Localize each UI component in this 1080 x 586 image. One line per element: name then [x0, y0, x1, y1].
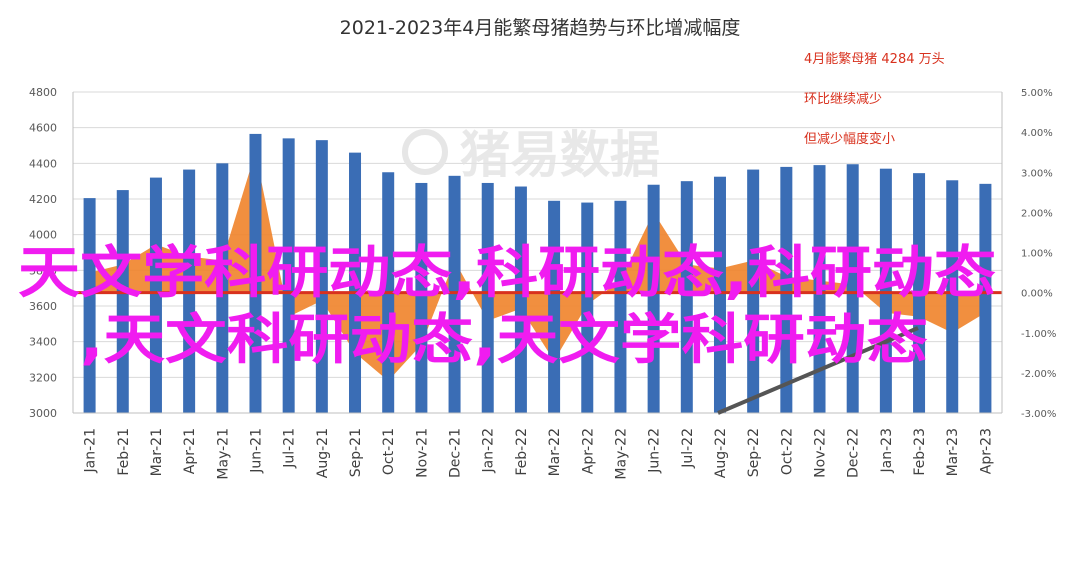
y-left-tick-label: 4600 [29, 122, 57, 135]
overlay-text: 天文学科研动态,科研动态,科研动态 ,天文科研动态,天文学科研动态 [18, 241, 996, 371]
x-tick-label: Dec-21 [448, 428, 464, 478]
x-tick-label: Jul-22 [680, 428, 696, 469]
y-left-tick-label: 4400 [29, 157, 57, 170]
overlay-line-2: ,天文科研动态,天文学科研动态 [80, 308, 928, 371]
y-right-tick-label: 2.00% [1021, 208, 1053, 219]
x-tick-label: Jan-22 [481, 428, 497, 473]
bar-feb-21 [116, 190, 129, 413]
annotation-line-3: 但减少幅度变小 [804, 131, 895, 147]
x-tick-label: Sep-22 [746, 428, 762, 477]
x-tick-label: Oct-21 [381, 428, 397, 475]
x-tick-label: Mar-23 [945, 428, 961, 476]
x-tick-label: Feb-23 [912, 428, 928, 476]
x-tick-label: Jun-22 [647, 428, 663, 474]
axes [72, 92, 1003, 414]
x-axis-ticks: Jan-21 Feb-21 Mar-21 Apr-21 May-21 Jun-21 Jul-… [83, 428, 995, 480]
x-tick-label: May-21 [215, 428, 231, 480]
bar-apr-22 [581, 202, 594, 413]
x-tick-label: Oct-22 [779, 428, 795, 475]
y-right-tick-label: -2.00% [1021, 369, 1056, 380]
bars [83, 133, 992, 414]
y-left-tick-label: 4800 [29, 86, 57, 99]
y-left-tick-label: 3000 [29, 407, 57, 420]
x-tick-label: Nov-21 [414, 428, 430, 478]
y-right-tick-label: -1.00% [1021, 329, 1056, 340]
bar-dec-22 [846, 164, 859, 413]
bar-dec-21 [448, 175, 461, 413]
overlay-line-1: 天文学科研动态,科研动态,科研动态 [18, 241, 996, 306]
y-axis-left-ticks: 3000 3200 3400 3600 3800 4000 4200 4400 4600 4800 [29, 86, 57, 420]
bar-may-22 [614, 200, 627, 413]
trend-arrow [717, 326, 919, 415]
x-tick-label: Mar-22 [547, 428, 563, 476]
chart-title: 2021-2023年4月能繁母猪趋势与环比增减幅度 [340, 17, 741, 39]
y-left-tick-label: 4000 [29, 229, 57, 242]
bar-jan-21 [83, 198, 96, 413]
mom-change-area [89, 152, 986, 381]
y-left-tick-label: 3200 [29, 371, 57, 384]
x-tick-label: Jun-21 [248, 428, 264, 474]
bar-mar-23 [946, 180, 959, 413]
bar-nov-21 [415, 182, 428, 413]
y-left-tick-label: 3600 [29, 300, 57, 313]
bar-sep-21 [349, 152, 362, 413]
y-axis-right-ticks: -3.00% -2.00% -1.00% 0.00% 1.00% 2.00% 3.00% 4.… [1021, 88, 1056, 420]
y-left-tick-label: 3400 [29, 336, 57, 349]
y-right-tick-label: 0.00% [1021, 289, 1053, 300]
x-tick-label: Sep-21 [348, 428, 364, 477]
y-left-tick-label: 4200 [29, 193, 57, 206]
bar-jul-22 [680, 181, 693, 413]
bar-mar-22 [548, 200, 561, 413]
y-right-tick-label: 3.00% [1021, 168, 1053, 179]
bar-jan-22 [481, 182, 494, 413]
x-tick-label: Jul-21 [282, 428, 298, 469]
y-left-tick-label: 3800 [29, 264, 57, 277]
x-tick-label: Apr-22 [580, 428, 596, 474]
watermark: 猪易数据 [402, 126, 660, 184]
bar-mar-21 [149, 177, 162, 413]
bar-nov-22 [813, 165, 826, 413]
bar-jan-23 [879, 168, 892, 413]
bar-apr-23 [979, 183, 992, 413]
y-right-tick-label: 4.00% [1021, 128, 1053, 139]
x-tick-label: May-22 [613, 428, 629, 480]
bar-jun-21 [249, 133, 262, 414]
mom-change-area-shape [89, 152, 986, 381]
watermark-logo-icon [402, 129, 448, 175]
y-right-tick-label: 1.00% [1021, 249, 1053, 260]
bar-jun-22 [647, 184, 660, 413]
bar-may-21 [216, 163, 229, 413]
annotation-line-2: 环比继续减少 [804, 92, 882, 107]
annotation: 4月能繁母猪 4284 万头 环比继续减少 但减少幅度变小 [804, 51, 945, 147]
x-tick-label: Jan-21 [83, 428, 99, 473]
x-tick-label: Feb-22 [514, 428, 530, 476]
watermark-text: 猪易数据 [460, 126, 660, 184]
bar-jul-21 [282, 138, 295, 413]
x-tick-label: Apr-23 [978, 428, 994, 474]
x-tick-label: Aug-22 [713, 428, 729, 478]
y-right-tick-label: 5.00% [1021, 88, 1053, 99]
x-tick-label: Apr-21 [182, 428, 198, 474]
x-tick-label: Mar-21 [149, 428, 165, 476]
x-tick-label: Jan-23 [879, 428, 895, 473]
bar-oct-22 [780, 166, 793, 413]
bar-feb-22 [514, 186, 527, 413]
annotation-line-1: 4月能繁母猪 4284 万头 [804, 51, 945, 67]
x-tick-label: Feb-21 [116, 428, 132, 476]
y-right-tick-label: -3.00% [1021, 409, 1056, 420]
x-tick-label: Nov-22 [813, 428, 829, 478]
bar-aug-21 [315, 140, 328, 413]
x-tick-label: Aug-21 [315, 428, 331, 478]
x-tick-label: Dec-22 [846, 428, 862, 478]
bar-aug-22 [713, 176, 726, 413]
